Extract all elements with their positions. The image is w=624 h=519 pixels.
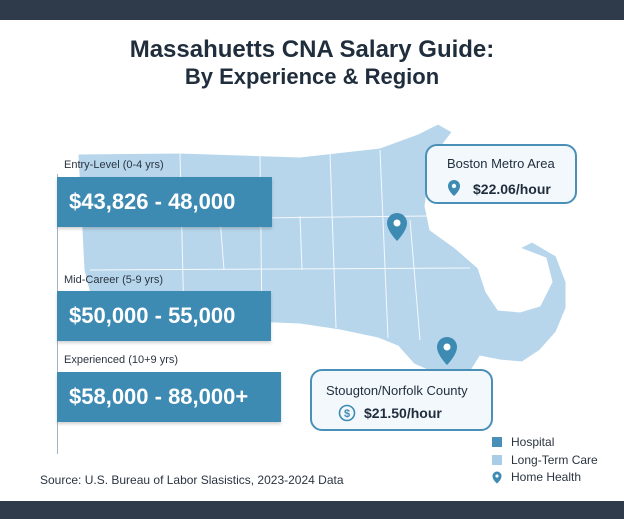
page-title: Massahuetts CNA Salary Guide: [129,36,495,63]
salary-range-entry: $43,826 - 48,000 [57,177,272,227]
salary-range-mid: $50,000 - 55,000 [57,291,271,341]
callout-norfolk: Stougton/Norfolk County $ $21.50/hour [310,369,493,431]
tier-label-experienced: Experienced (10+9 yrs) [64,354,179,366]
legend-item-hospital: Hospital [492,435,554,449]
callout-boston-name: Boston Metro Area [447,156,555,171]
legend-label: Home Health [511,470,582,484]
hospital-swatch [492,437,502,447]
infographic-card: Massahuetts CNA Salary Guide: By Experie… [0,20,624,501]
long-term-care-swatch [492,455,502,465]
map-pin-icon [448,180,460,196]
tier-label-mid: Mid-Career (5-9 yrs) [64,274,164,286]
callout-boston-rate: $22.06/hour [473,181,551,197]
map-pin-icon [492,471,502,483]
legend-item-home-health: Home Health [492,470,581,484]
callout-boston: Boston Metro Area $22.06/hour [425,144,577,204]
callout-norfolk-rate: $21.50/hour [364,405,442,421]
legend-label: Hospital [511,435,555,449]
salary-range-experienced: $58,000 - 88,000+ [57,372,281,422]
dollar-coin-icon: $ [338,404,356,422]
source-citation: Source: U.S. Bureau of Labor Slasistics,… [40,473,344,487]
legend-label: Long-Term Care [511,453,598,467]
page-subtitle: By Experience & Region [184,64,440,89]
massachusetts-map [77,123,567,379]
legend-item-long-term-care: Long-Term Care [492,453,598,467]
boston-map-pin-icon [387,213,407,241]
tier-label-entry: Entry-Level (0-4 yrs) [64,159,164,171]
svg-text:$: $ [344,408,350,420]
norfolk-map-pin-icon [437,337,457,365]
callout-norfolk-name: Stougton/Norfolk County [326,383,468,398]
